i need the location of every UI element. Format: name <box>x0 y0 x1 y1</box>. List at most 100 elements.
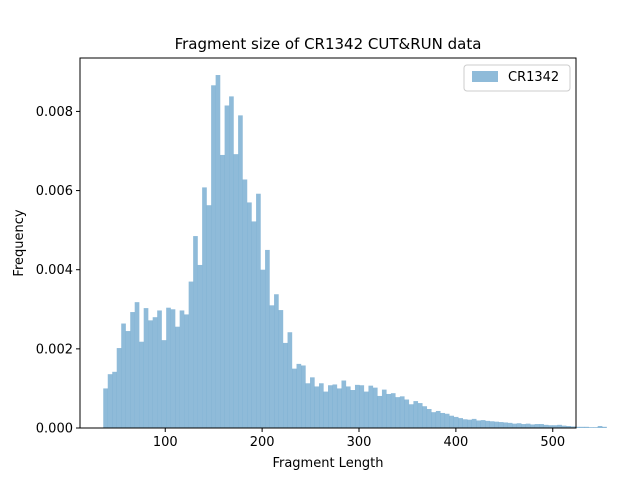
histogram-bar <box>476 420 481 428</box>
histogram-bar <box>467 419 472 428</box>
histogram-bar <box>206 205 212 428</box>
histogram-bar <box>121 323 126 428</box>
histogram-bar <box>462 419 468 428</box>
legend: CR1342 <box>463 64 571 92</box>
histogram-bar <box>170 309 176 428</box>
histogram-bar <box>224 105 230 429</box>
histogram-bar <box>575 426 580 428</box>
histogram-bar <box>323 391 329 428</box>
histogram-bar <box>449 415 455 428</box>
plot-frame <box>79 57 577 429</box>
histogram-bar <box>552 425 558 428</box>
histogram-bar <box>310 377 315 428</box>
histogram-bar <box>413 401 419 428</box>
histogram-bar <box>485 420 490 428</box>
histogram-bar <box>377 395 383 428</box>
histogram-bar <box>332 384 338 428</box>
histogram-bar <box>148 320 153 428</box>
histogram-bar <box>350 390 356 428</box>
x-tick-label: 300 <box>347 435 372 450</box>
chart-title: Fragment size of CR1342 CUT&RUN data <box>175 35 482 53</box>
histogram-bar <box>543 424 549 428</box>
histogram-bar <box>584 426 589 428</box>
histogram-bar <box>296 363 302 428</box>
histogram-bar <box>395 397 401 428</box>
histogram-bar <box>265 249 270 428</box>
histogram-bar <box>525 423 531 428</box>
histogram-bar <box>157 310 162 428</box>
histogram-bar <box>211 85 216 429</box>
histogram-bar <box>184 314 189 428</box>
histogram-bar <box>372 387 378 428</box>
histogram-bar <box>480 420 486 428</box>
histogram-bar <box>458 418 463 428</box>
histogram-bar <box>193 236 198 428</box>
histogram-bar <box>354 384 360 428</box>
histogram-bar <box>197 264 203 428</box>
histogram-bar <box>336 388 342 428</box>
histogram-bar <box>359 385 365 428</box>
histogram-bar <box>233 154 239 428</box>
histogram-bar <box>220 154 225 428</box>
histogram-bar <box>386 393 392 428</box>
y-axis-label: Frequency <box>12 209 27 276</box>
y-tick-label: 0.002 <box>36 342 73 357</box>
histogram-bar <box>125 331 131 428</box>
histogram-bar <box>345 386 351 428</box>
y-axis-ticks: 0.000 0.002 0.004 0.006 0.008 <box>36 105 80 437</box>
histogram-bar <box>341 380 347 428</box>
histogram-bar <box>215 75 221 429</box>
histogram-bar <box>328 385 333 428</box>
x-axis-label: Fragment Length <box>272 456 383 471</box>
histogram-bar <box>179 310 185 428</box>
histogram-bar <box>301 365 306 428</box>
histogram-bar <box>229 96 234 428</box>
histogram-bar <box>314 386 320 428</box>
histogram-bar <box>539 424 544 428</box>
histogram-bar <box>278 310 284 428</box>
histogram-bar <box>597 426 603 428</box>
histogram-bar <box>381 389 387 428</box>
y-tick-label: 0.006 <box>36 184 73 199</box>
histogram-bar <box>103 388 108 428</box>
histogram-bar <box>566 426 571 428</box>
histogram-bar <box>521 424 526 428</box>
histogram-bar <box>435 410 441 428</box>
x-tick-label: 100 <box>153 435 178 450</box>
histogram-bar <box>404 399 410 428</box>
histogram-bar <box>417 403 423 428</box>
histogram-bar <box>134 302 140 428</box>
histogram-bar <box>260 269 266 428</box>
histogram-bar <box>561 425 567 428</box>
histogram-bar <box>112 371 117 428</box>
histogram-bar <box>440 412 446 428</box>
histogram-bar <box>444 413 450 428</box>
histogram-bar <box>238 115 243 428</box>
histogram-bar <box>292 368 297 428</box>
histogram-bar <box>498 422 504 428</box>
x-tick-label: 500 <box>540 435 565 450</box>
histogram-bar <box>503 422 508 428</box>
histogram-bar <box>390 393 396 428</box>
x-tick-label: 200 <box>250 435 275 450</box>
histogram-bar <box>175 326 180 428</box>
histogram-bar <box>202 187 207 428</box>
histogram-bar <box>422 406 428 428</box>
legend-label: CR1342 <box>508 70 559 85</box>
histogram-bar <box>242 179 248 428</box>
histogram-bar <box>363 391 369 428</box>
histogram-bar <box>161 340 167 428</box>
histogram-bar <box>489 421 495 428</box>
histogram-bar <box>426 409 432 428</box>
y-tick-label: 0.000 <box>36 422 73 437</box>
histogram-bar <box>399 396 405 428</box>
histogram-bar <box>251 221 257 428</box>
histogram-bar <box>557 424 562 428</box>
histogram-bar <box>534 424 540 428</box>
y-tick-label: 0.008 <box>36 105 73 120</box>
histogram-bar <box>579 426 585 428</box>
histogram-bar <box>256 193 261 428</box>
histogram-bar <box>471 418 477 428</box>
histogram-bar <box>431 412 437 428</box>
histogram-bar <box>287 332 293 428</box>
